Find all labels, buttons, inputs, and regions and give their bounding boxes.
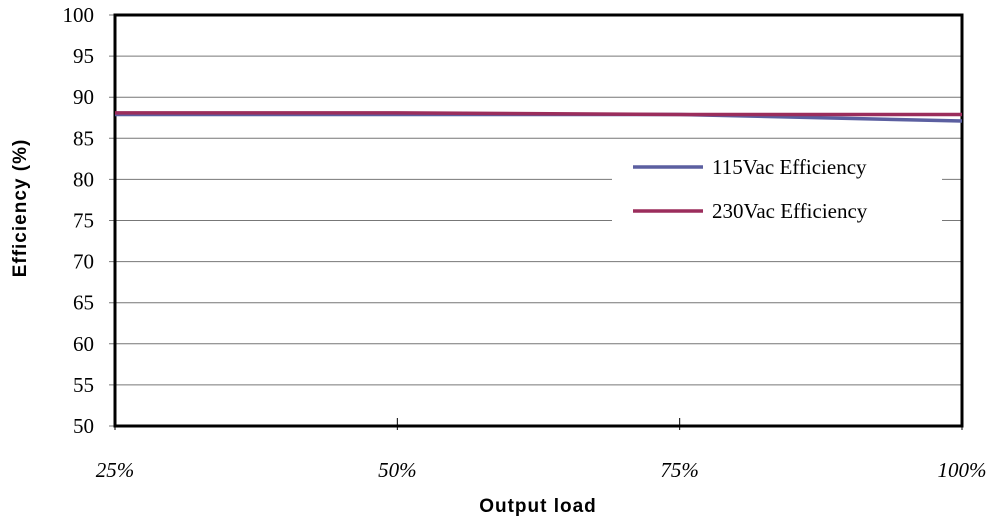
y-tick-label: 65	[73, 291, 94, 315]
y-tick-labels: 50 55 60 65 70 75 80 85 90 95 100	[63, 3, 95, 438]
legend-label: 230Vac Efficiency	[712, 199, 868, 223]
y-tick-label: 80	[73, 167, 94, 191]
y-axis-title: Efficiency (%)	[10, 139, 31, 278]
x-tick-labels: 25% 50% 75% 100%	[96, 458, 987, 482]
y-tick-label: 60	[73, 332, 94, 356]
y-tick-label: 70	[73, 250, 94, 274]
x-axis-title: Output load	[479, 496, 597, 517]
y-tick-label: 75	[73, 209, 94, 233]
y-tick-label: 100	[63, 3, 95, 27]
y-tick-label: 55	[73, 373, 94, 397]
series-lines	[115, 111, 963, 123]
series-line	[115, 111, 962, 117]
legend-label: 115Vac Efficiency	[712, 155, 867, 179]
y-tick-label: 50	[73, 414, 94, 438]
y-tick-label: 90	[73, 85, 94, 109]
legend: 115Vac Efficiency 230Vac Efficiency	[612, 142, 942, 228]
x-tick-label: 75%	[660, 458, 699, 482]
x-tick-label: 50%	[378, 458, 417, 482]
y-tick-label: 85	[73, 126, 94, 150]
x-tick-label: 25%	[96, 458, 135, 482]
plot-area	[113, 13, 964, 428]
legend-box	[612, 142, 942, 228]
y-tick-label: 95	[73, 44, 94, 68]
x-tick-marks	[114, 418, 963, 430]
x-tick-label: 100%	[938, 458, 987, 482]
